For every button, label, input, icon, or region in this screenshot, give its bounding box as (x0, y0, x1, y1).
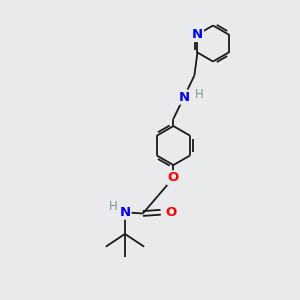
Text: H: H (109, 200, 118, 213)
Text: N: N (192, 28, 203, 41)
Text: N: N (119, 206, 130, 219)
Text: N: N (178, 91, 190, 103)
Text: H: H (194, 88, 203, 100)
Text: O: O (165, 206, 176, 219)
Text: O: O (168, 171, 179, 184)
